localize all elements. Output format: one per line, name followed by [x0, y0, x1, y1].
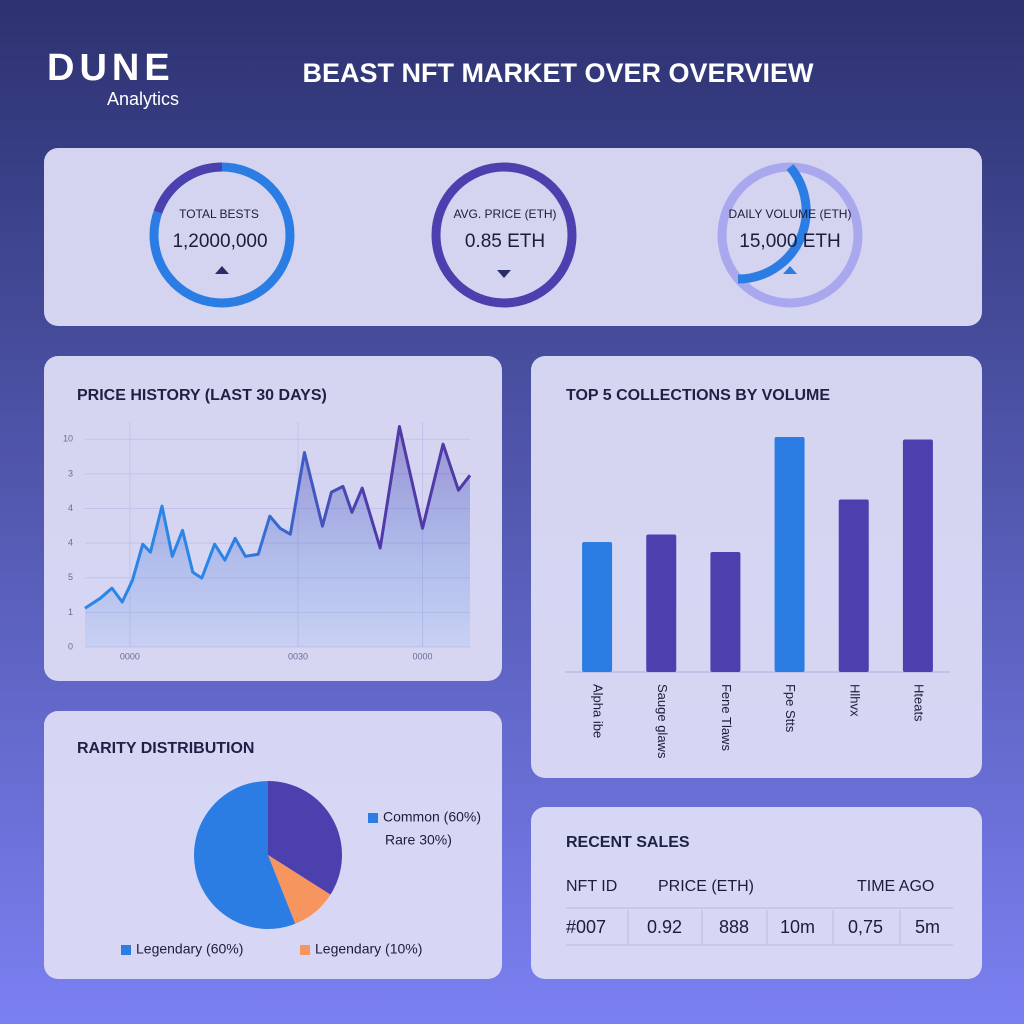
panel-title: TOP 5 COLLECTIONS BY VOLUME: [566, 387, 830, 404]
table-header: NFT ID: [566, 878, 617, 895]
price-line: [84, 425, 472, 610]
legend-swatch: [300, 945, 310, 955]
y-tick-label: 5: [68, 572, 73, 582]
legend-label: Legendary (10%): [315, 941, 422, 957]
legend-label: Common (60%): [383, 809, 481, 825]
sales-panel: [531, 807, 982, 979]
panel-title: RARITY DISTRIBUTION: [77, 740, 254, 757]
legend-label: Legendary (60%): [136, 941, 243, 957]
ring: [431, 162, 577, 308]
x-tick-label: 0000: [413, 651, 433, 661]
legend-swatch: [121, 945, 131, 955]
table-cell: #007: [566, 917, 606, 937]
panel-title: PRICE HISTORY (LAST 30 DAYS): [77, 387, 327, 404]
kpi-value: 1,2000,000: [172, 231, 267, 252]
bar: [774, 437, 805, 672]
x-tick-label: Fene Tlaws: [719, 684, 734, 751]
bar: [646, 534, 677, 672]
bar: [582, 542, 613, 672]
table-cell: 888: [719, 917, 749, 937]
kpi-label: TOTAL BESTS: [179, 207, 259, 221]
kpi-value: 0.85 ETH: [465, 231, 545, 252]
y-tick-label: 3: [68, 468, 73, 478]
legend-label: Rare 30%): [385, 832, 452, 848]
kpi-3: DAILY VOLUME (ETH) 15,000 ETH: [717, 162, 863, 308]
kpi-label: DAILY VOLUME (ETH): [729, 207, 852, 221]
pie-slice: [194, 781, 296, 929]
kpi-value: 15,000 ETH: [739, 231, 840, 252]
bar: [902, 439, 933, 672]
bar: [710, 552, 741, 672]
x-tick-label: 0030: [288, 651, 308, 661]
area: [85, 426, 470, 647]
legend-swatch: [368, 813, 378, 823]
logo: DUNE: [47, 47, 175, 89]
pie-slice: [268, 781, 342, 895]
trend-up: [783, 266, 797, 274]
y-tick-label: 4: [68, 503, 73, 513]
bar: [838, 499, 869, 672]
table-cell: 0,75: [848, 917, 883, 937]
table-header: PRICE (ETH): [658, 878, 754, 895]
x-tick-label: Fpe Stts: [783, 684, 798, 733]
x-tick-label: Hlhvx: [847, 684, 862, 717]
x-tick-label: Alpha ibe: [591, 684, 606, 738]
cell-dividers: [627, 910, 901, 944]
table-cell: 0.92: [647, 917, 682, 937]
kpi-1: TOTAL BESTS 1,2000,000: [149, 162, 295, 308]
y-tick-label: 0: [68, 641, 73, 651]
pie-slice: [268, 855, 331, 924]
ring-arc: [153, 162, 223, 214]
y-tick-label: 1: [68, 607, 73, 617]
table-cell: 10m: [780, 917, 815, 937]
x-tick-label: Sauge glaws: [655, 684, 670, 759]
y-tick-label: 10: [63, 434, 73, 444]
kpi-2: AVG. PRICE (ETH) 0.85 ETH: [431, 162, 577, 308]
kpi-label: AVG. PRICE (ETH): [453, 207, 556, 221]
logo-sub: Analytics: [107, 89, 179, 109]
x-tick-label: 0000: [120, 651, 140, 661]
panel-title: RECENT SALES: [566, 834, 690, 851]
trend-up: [215, 266, 229, 274]
table-header: TIME AGO: [857, 878, 934, 895]
table-cell: 5m: [915, 917, 940, 937]
ring-arc: [737, 164, 811, 284]
page-title: BEAST NFT MARKET OVER OVERVIEW: [302, 58, 814, 88]
x-tick-label: Hteats: [911, 684, 926, 722]
trend-down: [497, 270, 511, 278]
y-tick-label: 4: [68, 538, 73, 548]
